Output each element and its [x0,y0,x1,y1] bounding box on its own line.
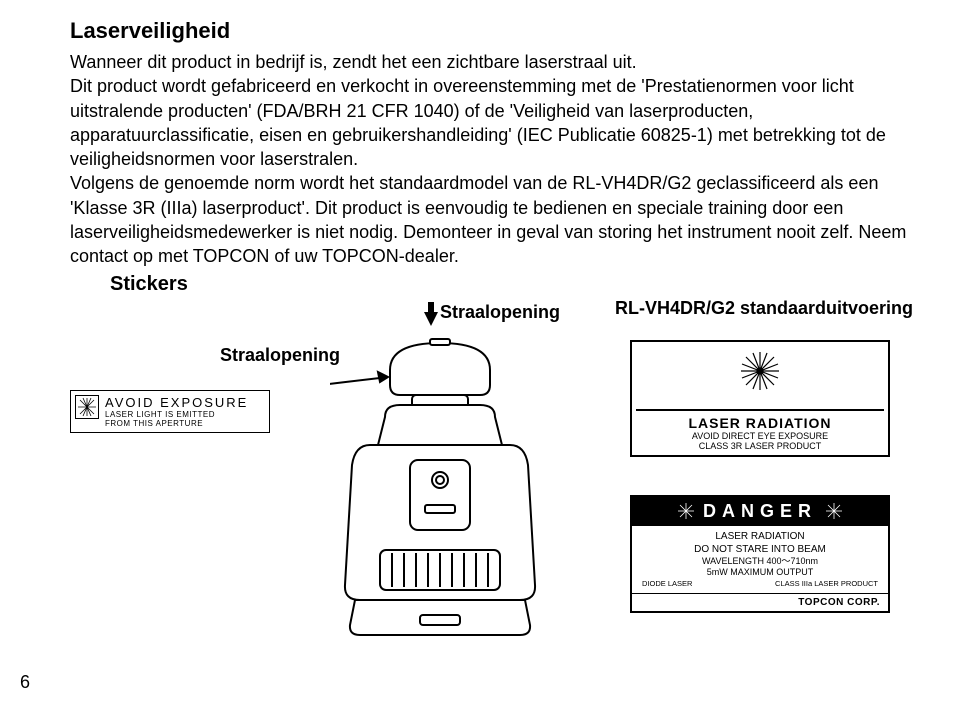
danger-sticker: DANGER LASER RADIATION DO NOT STARE INTO… [630,495,890,613]
danger-footer: TOPCON CORP. [632,593,888,611]
arrow-icon [424,302,438,326]
avoid-exposure-sticker: AVOID EXPOSURE LASER LIGHT IS EMITTED FR… [70,390,270,433]
diagram-area: Straalopening Straalopening RL-VH4DR/G2 … [70,300,920,660]
mini-star-icon-right [825,502,843,520]
danger-l4: 5mW MAXIMUM OUTPUT [636,567,884,579]
avoid-line3: FROM THIS APERTURE [105,419,263,428]
avoid-line1: AVOID EXPOSURE [105,395,263,410]
danger-body: LASER RADIATION DO NOT STARE INTO BEAM W… [632,526,888,593]
laser-star-icon [737,348,783,394]
device-illustration [330,335,550,645]
paragraph-2: Dit product wordt gefabriceerd en verkoc… [70,74,920,171]
danger-l1: LASER RADIATION [636,530,884,543]
stickers-heading: Stickers [110,273,920,296]
aperture-label-right: Straalopening [440,302,560,323]
mini-star-icon-left [677,502,695,520]
paragraph-1: Wanneer dit product in bedrijf is, zendt… [70,50,920,74]
laser-label-title: LASER RADIATION [636,415,884,431]
danger-l3: WAVELENGTH 400～710nm [636,556,884,568]
paragraph-3: Volgens de genoemde norm wordt het stand… [70,171,920,268]
danger-text: DANGER [703,501,817,522]
danger-row-left: DIODE LASER [642,579,692,589]
page-number: 6 [20,672,30,693]
laser-label-sub: AVOID DIRECT EYE EXPOSURE [636,431,884,441]
aperture-label-left: Straalopening [220,345,340,366]
laser-radiation-sticker: LASER RADIATION AVOID DIRECT EYE EXPOSUR… [630,340,890,457]
danger-row-right: CLASS IIIa LASER PRODUCT [775,579,878,589]
page-title: Laserveiligheid [70,18,920,44]
avoid-line2: LASER LIGHT IS EMITTED [105,410,263,419]
danger-header: DANGER [632,497,888,526]
burst-icon [75,395,99,419]
laser-label-class: CLASS 3R LASER PRODUCT [636,441,884,451]
standard-label: RL-VH4DR/G2 standaarduitvoering [615,298,913,319]
danger-l2: DO NOT STARE INTO BEAM [636,543,884,556]
